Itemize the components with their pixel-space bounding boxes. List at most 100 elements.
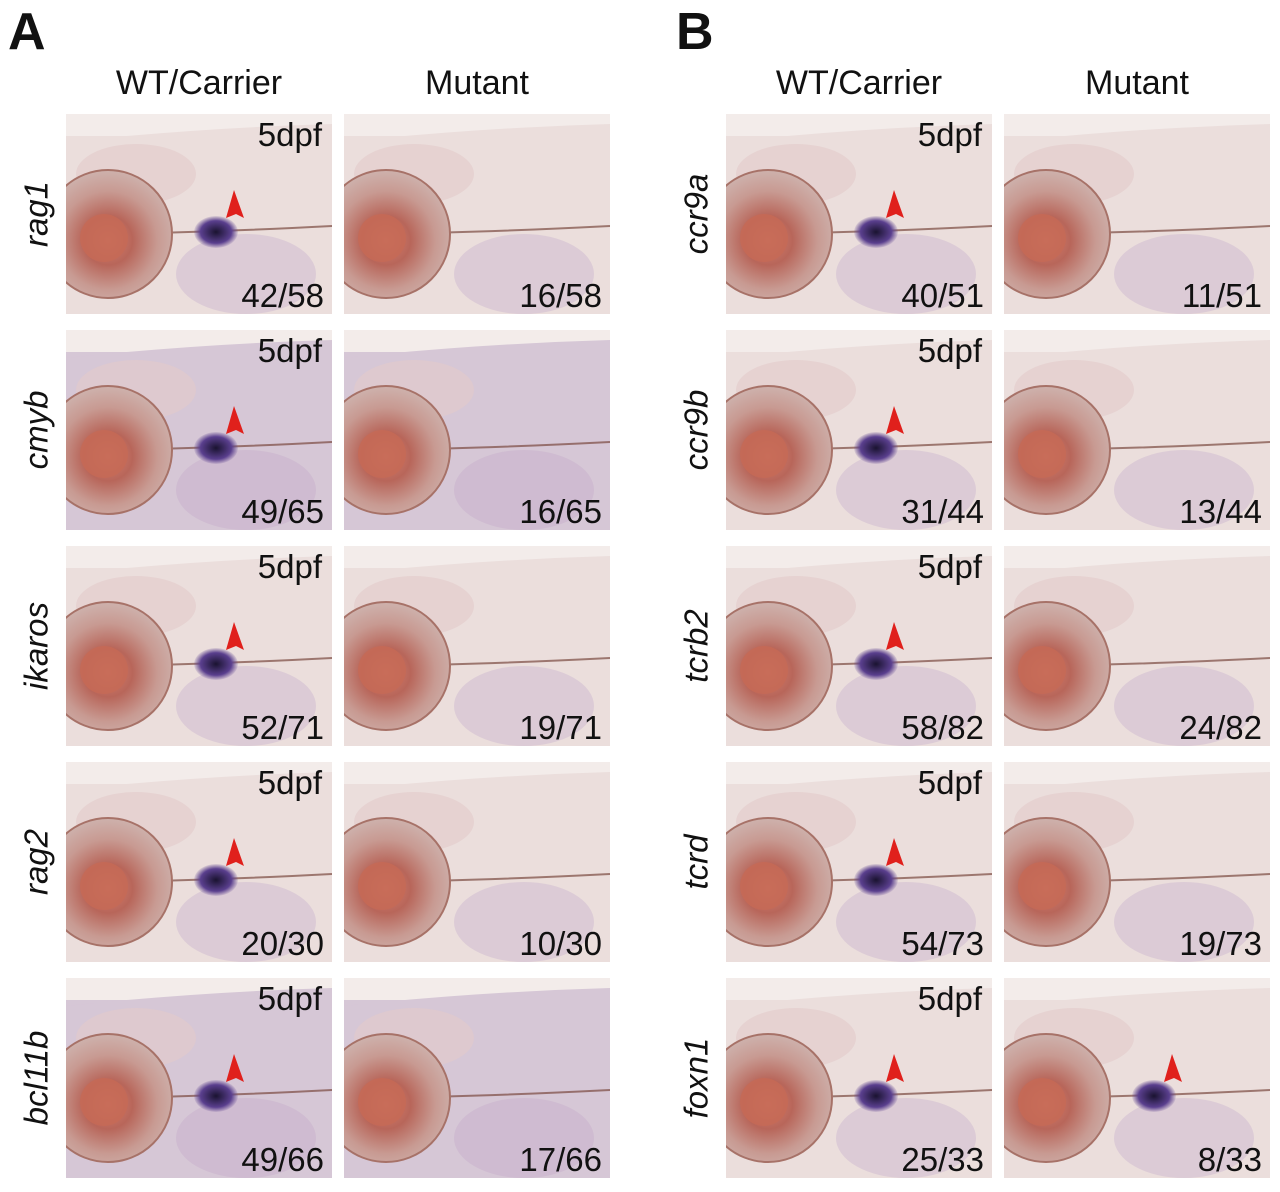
wt-ratio-label: 52/71 xyxy=(241,709,324,746)
embryo-micrograph xyxy=(1004,114,1270,314)
gene-label: ccr9a xyxy=(677,173,715,255)
stage-label: 5dpf xyxy=(257,764,322,801)
mutant-ratio-label: 19/73 xyxy=(1179,925,1262,962)
embryo-micrograph xyxy=(344,978,610,1178)
wt-ratio-label: 49/65 xyxy=(241,493,324,530)
panel-a-header-mutant: Mutant xyxy=(425,64,529,102)
mutant-image: 13/44 xyxy=(1004,330,1270,530)
embryo-micrograph xyxy=(66,762,332,962)
embryo-micrograph xyxy=(344,762,610,962)
stage-label: 5dpf xyxy=(257,116,322,153)
mutant-ratio-label: 19/71 xyxy=(519,709,602,746)
wt-carrier-image: 5dpf 52/71 xyxy=(66,546,332,746)
panel-a-header-wt: WT/Carrier xyxy=(115,64,283,102)
wt-carrier-image: 5dpf 31/44 xyxy=(726,330,992,530)
mutant-ratio-label: 24/82 xyxy=(1179,709,1262,746)
embryo-micrograph xyxy=(726,762,992,962)
stage-label: 5dpf xyxy=(917,764,982,801)
red-arrowhead-icon xyxy=(226,406,244,434)
thymus-stain xyxy=(854,864,898,896)
embryo-micrograph xyxy=(66,114,332,314)
gene-label: cmyb xyxy=(17,390,55,470)
mutant-image: 24/82 xyxy=(1004,546,1270,746)
mutant-image: 8/33 xyxy=(1004,978,1270,1178)
mutant-image: 16/65 xyxy=(344,330,610,530)
red-arrowhead-icon xyxy=(886,406,904,434)
gene-label: rag1 xyxy=(17,180,55,248)
embryo-micrograph xyxy=(726,546,992,746)
mutant-image: 10/30 xyxy=(344,762,610,962)
thymus-stain xyxy=(194,1080,238,1112)
gene-label: foxn1 xyxy=(677,1037,715,1119)
gene-label: tcrd xyxy=(677,834,715,890)
red-arrowhead-icon xyxy=(226,838,244,866)
embryo-micrograph xyxy=(66,546,332,746)
thymus-stain xyxy=(194,864,238,896)
red-arrowhead-icon xyxy=(226,622,244,650)
thymus-stain xyxy=(194,432,238,464)
red-arrowhead-icon xyxy=(886,190,904,218)
embryo-micrograph xyxy=(726,978,992,1178)
wt-ratio-label: 58/82 xyxy=(901,709,984,746)
thymus-stain xyxy=(1132,1080,1176,1112)
mutant-ratio-label: 13/44 xyxy=(1179,493,1262,530)
embryo-micrograph xyxy=(344,330,610,530)
mutant-ratio-label: 11/51 xyxy=(1181,277,1262,314)
wt-carrier-image: 5dpf 58/82 xyxy=(726,546,992,746)
panel-a-letter: A xyxy=(8,3,46,61)
embryo-micrograph xyxy=(344,114,610,314)
wt-carrier-image: 5dpf 42/58 xyxy=(66,114,332,314)
stage-label: 5dpf xyxy=(257,980,322,1017)
wt-carrier-image: 5dpf 49/66 xyxy=(66,978,332,1178)
embryo-micrograph xyxy=(1004,546,1270,746)
wt-ratio-label: 40/51 xyxy=(901,277,984,314)
wt-ratio-label: 42/58 xyxy=(241,277,324,314)
wt-carrier-image: 5dpf 20/30 xyxy=(66,762,332,962)
red-arrowhead-icon xyxy=(226,190,244,218)
mutant-ratio-label: 17/66 xyxy=(519,1141,602,1178)
red-arrowhead-icon xyxy=(886,838,904,866)
red-arrowhead-icon xyxy=(226,1054,244,1082)
embryo-micrograph xyxy=(1004,762,1270,962)
stage-label: 5dpf xyxy=(257,332,322,369)
gene-label: ikaros xyxy=(17,601,55,691)
wt-ratio-label: 20/30 xyxy=(241,925,324,962)
thymus-stain xyxy=(854,216,898,248)
stage-label: 5dpf xyxy=(257,548,322,585)
mutant-image: 11/51 xyxy=(1004,114,1270,314)
thymus-stain xyxy=(854,648,898,680)
stage-label: 5dpf xyxy=(917,980,982,1017)
thymus-stain xyxy=(854,432,898,464)
wt-carrier-image: 5dpf 49/65 xyxy=(66,330,332,530)
red-arrowhead-icon xyxy=(886,622,904,650)
panel-b-letter: B xyxy=(676,3,714,61)
thymus-stain xyxy=(194,216,238,248)
red-arrowhead-icon xyxy=(886,1054,904,1082)
wt-carrier-image: 5dpf 25/33 xyxy=(726,978,992,1178)
embryo-micrograph xyxy=(726,330,992,530)
wt-ratio-label: 31/44 xyxy=(901,493,984,530)
mutant-image: 19/71 xyxy=(344,546,610,746)
mutant-image: 19/73 xyxy=(1004,762,1270,962)
gene-label: tcrb2 xyxy=(677,609,715,683)
wt-ratio-label: 25/33 xyxy=(901,1141,984,1178)
embryo-micrograph xyxy=(66,330,332,530)
gene-label: rag2 xyxy=(17,828,55,896)
thymus-stain xyxy=(194,648,238,680)
wt-ratio-label: 49/66 xyxy=(241,1141,324,1178)
wt-carrier-image: 5dpf 54/73 xyxy=(726,762,992,962)
mutant-image: 17/66 xyxy=(344,978,610,1178)
wt-carrier-image: 5dpf 40/51 xyxy=(726,114,992,314)
mutant-ratio-label: 16/58 xyxy=(519,277,602,314)
gene-label: bcl11b xyxy=(17,1030,55,1126)
stage-label: 5dpf xyxy=(917,548,982,585)
mutant-ratio-label: 10/30 xyxy=(519,925,602,962)
mutant-ratio-label: 16/65 xyxy=(519,493,602,530)
gene-label: ccr9b xyxy=(677,389,715,471)
embryo-micrograph xyxy=(1004,330,1270,530)
embryo-micrograph xyxy=(66,978,332,1178)
mutant-image: 16/58 xyxy=(344,114,610,314)
embryo-micrograph xyxy=(1004,978,1270,1178)
mutant-ratio-label: 8/33 xyxy=(1197,1141,1262,1178)
stage-label: 5dpf xyxy=(917,332,982,369)
